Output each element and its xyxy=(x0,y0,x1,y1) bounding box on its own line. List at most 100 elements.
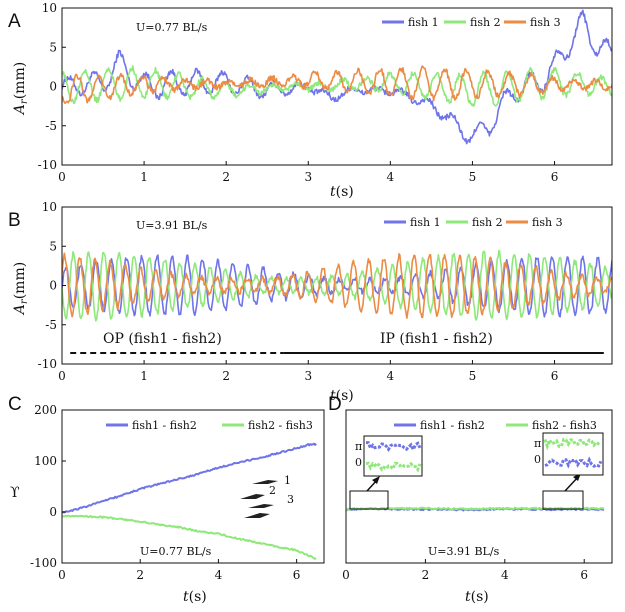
fish-shape-3 xyxy=(248,504,274,508)
inset-trace-lower xyxy=(365,461,422,473)
panel-label-b: B xyxy=(8,210,21,231)
series-line-d-2 xyxy=(346,506,605,511)
x-tick-label: 6 xyxy=(580,568,588,582)
inset-pi-label: π xyxy=(534,437,541,450)
y-tick-label: 200 xyxy=(34,403,57,417)
x-tick-label: 6 xyxy=(551,170,559,184)
legend-c: fish1 - fish2 fish2 - fish3 xyxy=(106,419,313,432)
fish-label-3: 3 xyxy=(287,493,294,506)
annotation-a: U=0.77 BL/s xyxy=(136,21,208,34)
x-tick-label: 2 xyxy=(422,568,430,582)
x-tick-label: 5 xyxy=(469,170,477,184)
x-tick-label: 0 xyxy=(58,369,66,383)
legend-label: fish 3 xyxy=(532,216,563,229)
annotation-d: U=3.91 BL/s xyxy=(428,545,500,558)
zoom-arrowhead-left xyxy=(372,476,380,484)
inset-frame xyxy=(542,432,604,476)
x-tick-label: 2 xyxy=(222,369,230,383)
zoom-boxes xyxy=(349,473,584,510)
inset-trace-upper xyxy=(365,441,422,453)
series-line-b-3 xyxy=(62,252,612,319)
annotation-b: U=3.91 BL/s xyxy=(136,219,208,232)
series-line-a-3 xyxy=(62,65,612,105)
xlabel-d: t(s) xyxy=(465,589,489,605)
x-tick-label: 6 xyxy=(293,568,301,582)
y-tick-label: 0 xyxy=(49,505,57,519)
x-tick-label: 5 xyxy=(469,369,477,383)
zoom-box-left xyxy=(349,490,389,510)
inset-trace-upper xyxy=(543,436,602,451)
inset-zero-label: 0 xyxy=(355,456,362,469)
legend-label: fish 1 xyxy=(410,216,441,229)
x-tick-label: 4 xyxy=(387,369,395,383)
inset-pi-label: π xyxy=(355,440,362,453)
x-tick-label: 0 xyxy=(58,568,66,582)
plot-frame-c xyxy=(61,409,325,564)
legend-label: fish1 - fish2 xyxy=(420,419,485,432)
y-tick-label: -5 xyxy=(45,318,57,332)
x-tick-label: 3 xyxy=(304,170,312,184)
x-tick-label: 1 xyxy=(140,369,148,383)
y-tick-label: 0 xyxy=(49,80,57,94)
series-line-c-1 xyxy=(62,442,317,514)
y-tick-label: 100 xyxy=(34,454,57,468)
y-tick-label: 10 xyxy=(42,1,57,15)
ylabel-a: Ar(mm) xyxy=(12,62,30,116)
y-tick-label: 5 xyxy=(49,40,57,54)
inset-trace-lower xyxy=(544,456,603,469)
fish-label-1: 1 xyxy=(284,474,291,487)
x-tick-label: 2 xyxy=(136,568,144,582)
x-tick-label: 2 xyxy=(222,170,230,184)
y-tick-label: -10 xyxy=(38,158,57,172)
y-tick-label: -100 xyxy=(30,556,57,570)
ylabel-c: ϒ xyxy=(10,485,20,501)
y-tick-label: 5 xyxy=(49,239,57,253)
legend-label: fish1 - fish2 xyxy=(132,419,197,432)
legend-d: fish1 - fish2 fish2 - fish3 xyxy=(394,419,597,432)
fish-shape-1 xyxy=(252,480,278,484)
panel-d: 0 2 4 6 fish1 - fish2 fish2 - fish3 U=3.91 B… xyxy=(342,409,613,605)
annotation-c: U=0.77 BL/s xyxy=(140,545,212,558)
phase-insets: π 0 π 0 xyxy=(355,432,604,477)
plot-frame-d xyxy=(345,409,613,564)
series-line-c-2 xyxy=(62,514,317,560)
ylabel-b: Ar(mm) xyxy=(12,262,30,316)
legend-label: fish 1 xyxy=(408,16,439,29)
x-tick-label: 1 xyxy=(140,170,148,184)
xlabel-c: t(s) xyxy=(183,589,207,605)
xlabel-a: t(s) xyxy=(330,184,354,200)
fish-shape-2 xyxy=(240,494,265,499)
panel-label-a: A xyxy=(8,11,21,32)
inset-frame xyxy=(363,435,423,477)
region-label-op: OP (fish1 - fish2) xyxy=(103,331,222,347)
x-tick-label: 0 xyxy=(58,170,66,184)
xlabel-b: t(s) xyxy=(330,388,354,404)
y-tick-label: -5 xyxy=(45,119,57,133)
x-tick-label: 3 xyxy=(304,369,312,383)
fish-school-sketch: 1 2 3 xyxy=(240,474,294,518)
legend-label: fish 2 xyxy=(472,216,503,229)
x-tick-label: 4 xyxy=(387,170,395,184)
legend-label: fish 3 xyxy=(530,16,561,29)
series-line-a-2 xyxy=(62,65,612,107)
legend-b: fish 1 fish 2 fish 3 xyxy=(384,216,563,229)
zoom-box-right xyxy=(542,490,584,510)
x-tick-label: 6 xyxy=(551,369,559,383)
legend-a: fish 1 fish 2 fish 3 xyxy=(382,16,561,29)
fish-label-2: 2 xyxy=(269,484,276,497)
x-tick-label: 4 xyxy=(215,568,223,582)
y-tick-label: -10 xyxy=(38,357,57,371)
series-line-b-2 xyxy=(62,249,612,322)
x-tick-label: 4 xyxy=(501,568,509,582)
inset-zero-label: 0 xyxy=(534,453,541,466)
fish-shape-4 xyxy=(244,513,270,518)
x-tick-label: 0 xyxy=(342,568,350,582)
panel-label-d: D xyxy=(328,394,342,415)
y-tick-label: 10 xyxy=(42,200,57,214)
legend-label: fish2 - fish3 xyxy=(248,419,313,432)
legend-label: fish 2 xyxy=(470,16,501,29)
